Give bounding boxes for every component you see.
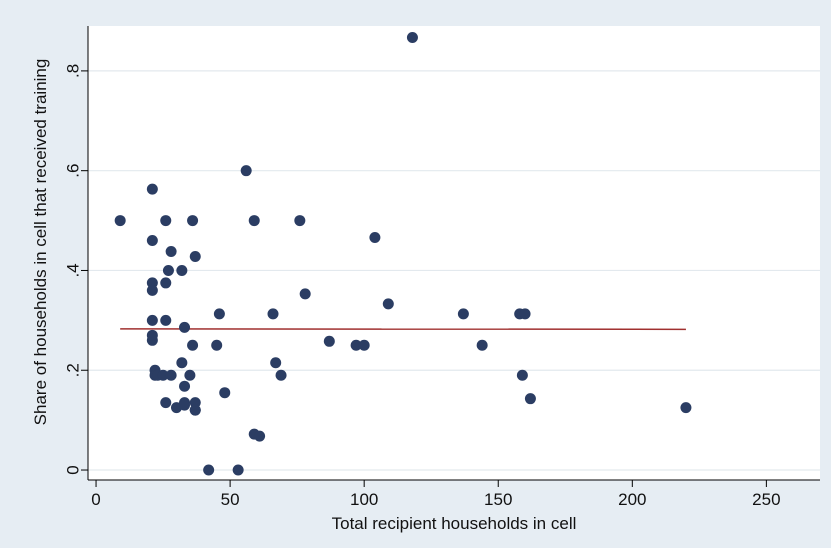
y-tick-label: .4 [64,263,83,277]
x-tick-label: 250 [752,490,780,509]
data-point [211,340,222,351]
data-point [176,265,187,276]
data-point [190,405,201,416]
data-point [147,285,158,296]
data-point [383,298,394,309]
data-point [115,215,126,226]
data-point [294,215,305,226]
data-point [147,315,158,326]
data-point [160,215,171,226]
data-point [270,357,281,368]
y-tick-label: .8 [64,64,83,78]
data-point [233,465,244,476]
data-point [276,370,287,381]
data-point [359,340,370,351]
data-point [241,165,252,176]
data-point [147,184,158,195]
data-point [268,308,279,319]
data-point [163,265,174,276]
data-point [147,235,158,246]
y-tick-label: .6 [64,164,83,178]
data-point [520,308,531,319]
data-point [166,246,177,257]
x-tick-label: 200 [618,490,646,509]
data-point [525,393,536,404]
x-tick-label: 0 [91,490,100,509]
data-point [369,232,380,243]
data-point [477,340,488,351]
data-point [160,397,171,408]
data-point [458,308,469,319]
data-point [160,277,171,288]
data-point [249,215,260,226]
data-point [187,215,198,226]
data-point [203,465,214,476]
data-point [407,32,418,43]
data-point [190,251,201,262]
data-point [166,370,177,381]
data-point [187,340,198,351]
x-tick-label: 100 [350,490,378,509]
x-axis-label: Total recipient households in cell [332,514,577,533]
data-point [184,370,195,381]
data-point [179,322,190,333]
data-point [517,370,528,381]
data-point [176,357,187,368]
data-point [680,402,691,413]
data-point [254,431,265,442]
data-point [324,336,335,347]
data-point [214,308,225,319]
y-tick-label: .2 [64,363,83,377]
x-tick-label: 50 [221,490,240,509]
data-point [160,315,171,326]
data-point [147,330,158,341]
data-point [300,288,311,299]
data-point [179,381,190,392]
x-tick-label: 150 [484,490,512,509]
y-tick-label: 0 [64,465,83,474]
y-axis-label: Share of households in cell that receive… [31,59,50,426]
data-point [219,387,230,398]
data-point [179,400,190,411]
